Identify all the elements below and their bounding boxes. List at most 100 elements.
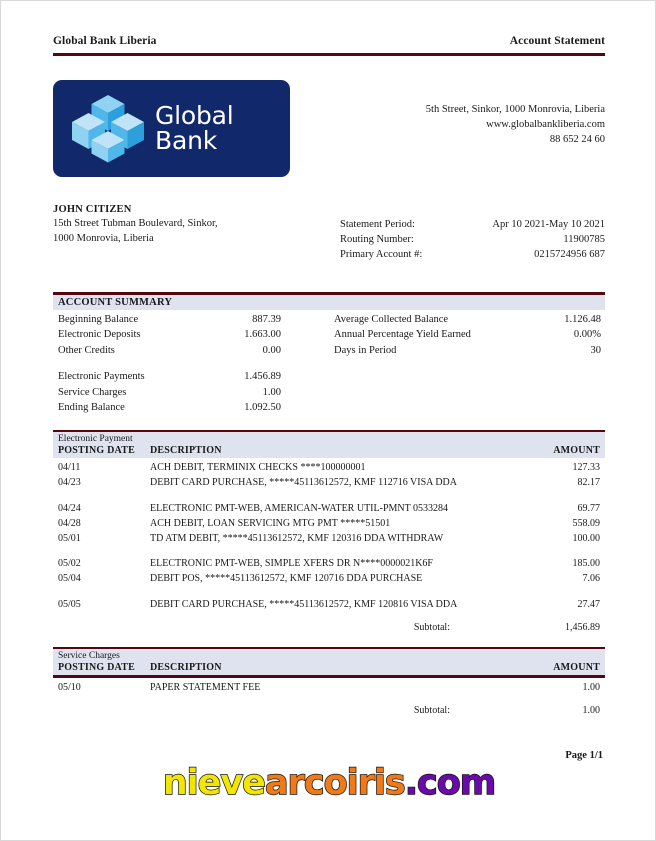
cube-logo-icon <box>72 95 144 163</box>
column-header-description: DESCRIPTION <box>150 662 222 674</box>
row-amount: 100.00 <box>572 532 601 544</box>
primary-account-row: Primary Account #: 0215724956 687 <box>340 247 605 262</box>
service-charges-section-label: Service Charges <box>58 650 120 661</box>
column-header-date: POSTING DATE <box>58 662 135 674</box>
row-description: DEBIT CARD PURCHASE, *****45113612572, K… <box>150 477 457 489</box>
account-summary-section: ACCOUNT SUMMARY Beginning Balance 887.39… <box>53 292 605 416</box>
service-charges-subtotal: Subtotal: 1.00 <box>53 705 605 716</box>
row-description: ACH DEBIT, LOAN SERVICING MTG PMT *****5… <box>150 517 391 529</box>
subtotal-value: 1.00 <box>582 704 601 716</box>
party-row: JOHN CITIZEN 15th Street Tubman Boulevar… <box>53 203 605 263</box>
summary-label: Electronic Deposits <box>58 329 141 341</box>
row-description: ACH DEBIT, TERMINIX CHECKS ****100000001 <box>150 462 366 474</box>
service-charges-top-divider <box>53 646 605 650</box>
header-divider <box>53 53 605 56</box>
primary-account-value: 0215724956 687 <box>534 248 605 260</box>
summary-label: Other Credits <box>58 344 115 356</box>
subtotal-value: 1,456.89 <box>565 621 600 633</box>
account-summary-title: ACCOUNT SUMMARY <box>58 296 173 308</box>
service-charges-header-band: Service Charges POSTING DATE DESCRIPTION… <box>53 649 605 676</box>
customer-block: JOHN CITIZEN 15th Street Tubman Boulevar… <box>53 203 218 263</box>
table-row: 04/23 DEBIT CARD PURCHASE, *****45113612… <box>53 475 605 490</box>
row-amount: 1.00 <box>582 681 601 693</box>
column-header-description: DESCRIPTION <box>150 445 222 457</box>
summary-value: 1.092.50 <box>244 402 281 414</box>
column-header-amount: AMOUNT <box>553 445 600 457</box>
table-row: 04/24 ELECTRONIC PMT-WEB, AMERICAN-WATER… <box>53 501 605 516</box>
site-watermark: nievearcoiris.com <box>1 762 656 803</box>
subtotal-label: Subtotal: <box>413 621 450 633</box>
electronic-payment-subtotal: Subtotal: 1,456.89 <box>53 622 605 633</box>
table-row: 05/10 PAPER STATEMENT FEE 1.00 <box>53 680 605 695</box>
watermark-part-2: arcoiris <box>264 762 406 803</box>
electronic-payment-header-band: Electronic Payment POSTING DATE DESCRIPT… <box>53 432 605 459</box>
row-amount: 127.33 <box>572 462 601 474</box>
row-amount: 27.47 <box>577 598 601 610</box>
summary-row: Annual Percentage Yield Earned 0.00% <box>329 327 605 343</box>
customer-name: JOHN CITIZEN <box>53 203 132 215</box>
statement-period-value: Apr 10 2021-May 10 2021 <box>492 218 605 230</box>
row-amount: 69.77 <box>577 502 601 514</box>
row-group-spacer <box>53 587 605 597</box>
summary-group-spacer <box>53 358 329 369</box>
page-number: Page 1/1 <box>565 749 603 761</box>
row-amount: 558.09 <box>572 517 601 529</box>
row-amount: 7.06 <box>582 573 601 585</box>
bank-address: 5th Street, Sinkor, 1000 Monrovia, Liber… <box>426 80 605 148</box>
column-header-date: POSTING DATE <box>58 445 135 457</box>
row-description: DEBIT POS, *****45113612572, KMF 120716 … <box>150 573 423 585</box>
summary-row: Beginning Balance 887.39 <box>53 312 329 328</box>
summary-value: 1.126.48 <box>564 313 601 325</box>
routing-number-row: Routing Number: 11900785 <box>340 232 605 247</box>
summary-value: 0.00% <box>573 329 601 341</box>
branding-row: Global Bank 5th Street, Sinkor, 1000 Mon… <box>53 79 605 177</box>
bank-name-header: Global Bank Liberia <box>53 35 157 47</box>
logo-wordmark: Global Bank <box>155 102 234 154</box>
row-date: 04/24 <box>58 502 81 514</box>
summary-label: Annual Percentage Yield Earned <box>334 329 471 341</box>
table-row: 05/04 DEBIT POS, *****45113612572, KMF 1… <box>53 571 605 586</box>
service-charges-header-underline <box>53 675 605 678</box>
row-group-spacer <box>53 546 605 556</box>
service-charges-column-headers: POSTING DATE DESCRIPTION AMOUNT <box>53 662 605 675</box>
bank-website: www.globalbankliberia.com <box>486 118 605 130</box>
row-date: 05/02 <box>58 558 81 570</box>
summary-label: Electronic Payments <box>58 371 145 383</box>
row-description: TD ATM DEBIT, *****45113612572, KMF 1203… <box>150 532 444 544</box>
summary-value: 1.456.89 <box>244 371 281 383</box>
bank-address-street: 5th Street, Sinkor, 1000 Monrovia, Liber… <box>425 103 605 115</box>
row-date: 05/01 <box>58 532 81 544</box>
customer-address-line2: 1000 Monrovia, Liberia <box>53 233 154 245</box>
routing-number-value: 11900785 <box>563 233 605 245</box>
row-amount: 185.00 <box>572 558 601 570</box>
summary-row: Ending Balance 1.092.50 <box>53 400 329 416</box>
summary-label: Average Collected Balance <box>334 313 449 325</box>
bank-phone: 88 652 24 60 <box>549 133 605 145</box>
customer-address-line1: 15th Street Tubman Boulevard, Sinkor, <box>53 218 218 230</box>
summary-right-column: Average Collected Balance 1.126.48 Annua… <box>329 312 605 416</box>
row-date: 04/28 <box>58 517 81 529</box>
summary-row: Average Collected Balance 1.126.48 <box>329 312 605 328</box>
electronic-payment-rows: 04/11 ACH DEBIT, TERMINIX CHECKS ****100… <box>53 458 605 612</box>
service-charges-table: Service Charges POSTING DATE DESCRIPTION… <box>53 646 605 716</box>
service-charges-rows: 05/10 PAPER STATEMENT FEE 1.00 <box>53 678 605 695</box>
summary-value: 887.39 <box>252 313 281 325</box>
column-header-amount: AMOUNT <box>553 662 600 674</box>
row-date: 05/10 <box>58 681 81 693</box>
account-summary-band: ACCOUNT SUMMARY <box>53 294 605 310</box>
summary-grid: Beginning Balance 887.39 Electronic Depo… <box>53 312 605 416</box>
row-date: 05/05 <box>58 598 81 610</box>
primary-account-label: Primary Account #: <box>340 248 423 260</box>
summary-value: 1.00 <box>262 386 281 398</box>
summary-label: Ending Balance <box>58 402 125 414</box>
statement-content: Global Bank Liberia Account Statement <box>53 35 605 761</box>
table-row: 04/11 ACH DEBIT, TERMINIX CHECKS ****100… <box>53 460 605 475</box>
row-description: DEBIT CARD PURCHASE, *****45113612572, K… <box>150 598 458 610</box>
table-row: 05/02 ELECTRONIC PMT-WEB, SIMPLE XFERS D… <box>53 556 605 571</box>
summary-row: Service Charges 1.00 <box>53 385 329 401</box>
summary-value: 1.663.00 <box>244 329 281 341</box>
summary-row: Other Credits 0.00 <box>53 343 329 359</box>
row-date: 04/23 <box>58 477 81 489</box>
row-group-spacer <box>53 491 605 501</box>
electronic-payment-section-label: Electronic Payment <box>58 433 133 444</box>
